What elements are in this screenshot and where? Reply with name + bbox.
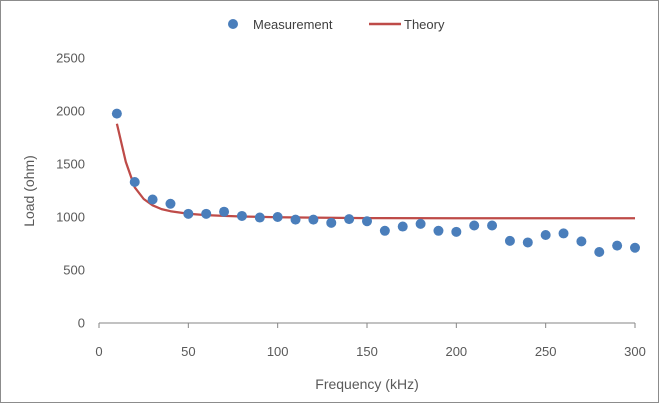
measurement-point — [165, 198, 176, 209]
x-tick-label: 100 — [267, 344, 289, 359]
measurement-point — [308, 214, 319, 225]
measurement-point — [504, 235, 515, 246]
y-tick-label: 500 — [63, 263, 85, 278]
measurement-point — [451, 226, 462, 237]
measurement-point — [326, 217, 337, 228]
measurement-point — [433, 225, 444, 236]
measurement-point — [129, 177, 140, 188]
x-axis-title: Frequency (kHz) — [315, 376, 418, 392]
y-tick-label: 1000 — [56, 210, 85, 225]
measurement-point — [612, 240, 623, 251]
measurement-point — [183, 208, 194, 219]
measurement-point — [469, 220, 480, 231]
measurement-point — [236, 210, 247, 221]
measurement-point — [594, 246, 605, 257]
series-layer — [111, 108, 640, 257]
measurement-point — [522, 237, 533, 248]
measurement-point — [379, 225, 390, 236]
measurement-point — [147, 194, 158, 205]
legend-label-theory: Theory — [404, 17, 445, 32]
measurement-point — [362, 216, 372, 227]
y-tick-label: 0 — [78, 316, 85, 331]
measurement-point — [254, 212, 265, 223]
x-tick-label: 250 — [535, 344, 557, 359]
measurement-point — [111, 108, 122, 119]
legend-label-measurement: Measurement — [253, 17, 333, 32]
measurement-point — [487, 220, 498, 231]
measurement-point — [415, 218, 426, 229]
theory-line — [115, 123, 635, 220]
measurement-point — [397, 221, 408, 232]
measurement-point — [576, 236, 587, 247]
measurement-point — [272, 212, 283, 222]
legend: Measurement Theory — [228, 17, 445, 32]
x-tick-label: 0 — [95, 344, 102, 359]
legend-marker-measurement — [228, 19, 238, 29]
x-tick-label: 200 — [445, 344, 467, 359]
measurement-point — [290, 214, 301, 225]
measurement-point — [219, 206, 230, 217]
axes: 0 500 1000 1500 2000 2500 0 50 100 150 200 250 300 — [56, 51, 646, 360]
measurement-point — [201, 208, 212, 219]
measurement-point — [558, 228, 569, 239]
y-tick-label: 2000 — [56, 104, 85, 119]
x-tick-label: 300 — [624, 344, 646, 359]
measurement-point — [344, 214, 355, 225]
x-tick-label: 50 — [181, 344, 195, 359]
y-tick-label: 1500 — [56, 157, 85, 172]
measurement-point — [630, 242, 640, 253]
x-tick-label: 150 — [356, 344, 378, 359]
measurement-point — [540, 230, 551, 241]
y-tick-label: 2500 — [56, 51, 85, 66]
y-axis-title: Load (ohm) — [21, 155, 37, 227]
